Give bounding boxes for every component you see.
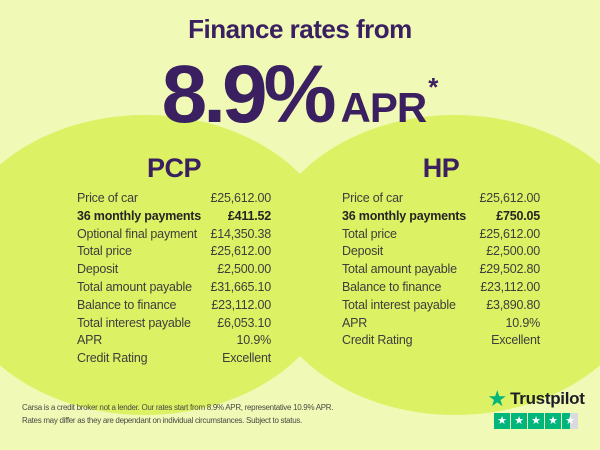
row-value: £2,500.00 [486, 244, 540, 259]
hp-rows: Price of car £25,612.00 36 monthly payme… [342, 191, 540, 351]
pcp-title: PCP [146, 153, 202, 183]
pcp-table: PCP Price of car £25,612.00 36 monthly p… [77, 153, 271, 369]
row-value: 10.9% [505, 315, 541, 330]
disclaimer-line-2: Rates may differ as they are dependant o… [22, 416, 302, 425]
row-value: £25,612.00 [210, 191, 271, 205]
hp-title: HP [422, 153, 460, 183]
row-value: £3,890.80 [486, 297, 540, 312]
table-row: Optional final payment £14,350.38 [77, 227, 271, 245]
star-icon: ★ [494, 413, 510, 429]
row-label: Price of car [77, 191, 138, 205]
row-label: Total interest payable [77, 315, 191, 330]
row-value: £23,112.00 [480, 279, 540, 294]
table-row: Balance to finance £23,112.00 [77, 298, 271, 316]
table-row: Total interest payable £3,890.80 [342, 298, 540, 316]
star-icon: ★ [511, 413, 527, 429]
apr-label: APR [340, 84, 428, 131]
headline-kicker: Finance rates from [188, 14, 412, 44]
row-value: £23,112.00 [211, 297, 271, 312]
row-value: Excellent [491, 333, 540, 348]
row-label: Total amount payable [77, 279, 192, 294]
table-row: Balance to finance £23,112.00 [342, 280, 540, 298]
table-row: Credit Rating Excellent [77, 351, 271, 369]
pcp-rows: Price of car £25,612.00 36 monthly payme… [77, 191, 271, 369]
trustpilot-badge: ★ Trustpilot ★ ★ ★ ★ ★ [487, 388, 585, 429]
row-value: 10.9% [236, 333, 272, 348]
headline-rate: 8.9% APR * [0, 54, 600, 136]
row-label: Balance to finance [342, 279, 442, 294]
row-value: £25,612.00 [479, 226, 540, 241]
trustpilot-rating-stars: ★ ★ ★ ★ ★ [494, 413, 578, 429]
table-row: Deposit £2,500.00 [342, 244, 540, 262]
row-value: Excellent [222, 351, 271, 366]
row-value: £14,350.38 [210, 226, 271, 241]
row-label: Balance to finance [77, 297, 177, 312]
row-label: APR [342, 315, 368, 330]
row-label: Deposit [77, 262, 118, 277]
table-row: 36 monthly payments £750.05 [342, 209, 540, 227]
star-icon: ★ [545, 413, 561, 429]
row-label: Total price [342, 226, 397, 241]
right-circle-decoration [260, 115, 600, 415]
table-row: Price of car £25,612.00 [342, 191, 540, 209]
table-row: 36 monthly payments £411.52 [77, 209, 271, 227]
hp-table: HP Price of car £25,612.00 36 monthly pa… [342, 153, 540, 351]
table-row: Deposit £2,500.00 [77, 262, 271, 280]
half-star-icon: ★ [562, 413, 578, 429]
row-label: Total amount payable [342, 262, 457, 277]
disclaimer-line-1: Carsa is a credit broker not a lender. O… [22, 403, 334, 412]
row-label: 36 monthly payments [77, 208, 202, 223]
row-label: Total interest payable [342, 297, 456, 312]
table-row: APR 10.9% [342, 316, 540, 334]
table-row: APR 10.9% [77, 333, 271, 351]
row-label: Deposit [342, 244, 383, 259]
row-label: Total price [77, 244, 132, 259]
row-label: APR [77, 333, 103, 348]
row-label: Price of car [342, 191, 403, 205]
table-row: Credit Rating Excellent [342, 333, 540, 351]
trustpilot-star-icon: ★ [487, 386, 508, 411]
row-value: £750.05 [496, 208, 540, 223]
row-value: £411.52 [227, 208, 271, 223]
table-row: Total interest payable £6,053.10 [77, 316, 271, 334]
trustpilot-logo: ★ Trustpilot [487, 388, 584, 410]
row-label: Credit Rating [77, 351, 148, 366]
row-value: £2,500.00 [217, 262, 271, 277]
table-row: Total amount payable £29,502.80 [342, 262, 540, 280]
table-row: Price of car £25,612.00 [77, 191, 271, 209]
row-value: £6,053.10 [217, 315, 271, 330]
row-value: £31,665.10 [210, 279, 271, 294]
rate-value: 8.9% [161, 49, 337, 140]
trustpilot-wordmark: Trustpilot [510, 389, 585, 408]
star-icon: ★ [528, 413, 544, 429]
row-value: £25,612.00 [479, 191, 540, 205]
row-label: Credit Rating [342, 333, 413, 348]
apr-asterisk: * [428, 72, 439, 102]
table-row: Total price £25,612.00 [342, 227, 540, 245]
legal-disclaimer: Carsa is a credit broker not a lender. O… [22, 401, 334, 427]
row-label: 36 monthly payments [342, 208, 467, 223]
row-value: £25,612.00 [210, 244, 271, 259]
table-row: Total amount payable £31,665.10 [77, 280, 271, 298]
row-value: £29,502.80 [479, 262, 540, 277]
row-label: Optional final payment [77, 226, 197, 241]
table-row: Total price £25,612.00 [77, 244, 271, 262]
